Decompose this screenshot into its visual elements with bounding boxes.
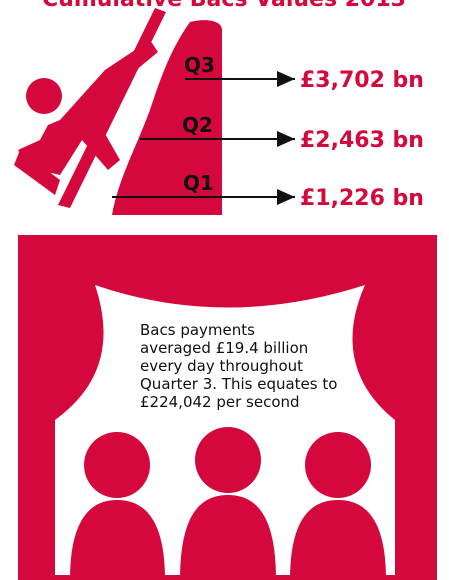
note-line: Bacs payments [140, 321, 255, 339]
quarter-value: £1,226 bn [300, 186, 424, 211]
quarter-label: Q3 [184, 53, 215, 77]
quarter-label: Q1 [183, 171, 214, 195]
note-line: every day throughout [140, 357, 303, 375]
note-line: £224,042 per second [140, 393, 300, 411]
climber-icon [14, 8, 166, 208]
quarters: Q3 £3,702 bn Q2 £2,463 bn Q1 £1,226 bn [112, 53, 424, 211]
title: Cumulative Bacs Values 2013 [42, 0, 406, 12]
audience [70, 427, 386, 580]
quarter-value: £2,463 bn [300, 128, 424, 153]
quarter-value: £3,702 bn [300, 68, 424, 93]
note-line: averaged £19.4 billion [140, 339, 308, 357]
note-line: Quarter 3. This equates to [140, 375, 337, 393]
quarter-label: Q2 [182, 113, 213, 137]
mountain [112, 20, 222, 215]
